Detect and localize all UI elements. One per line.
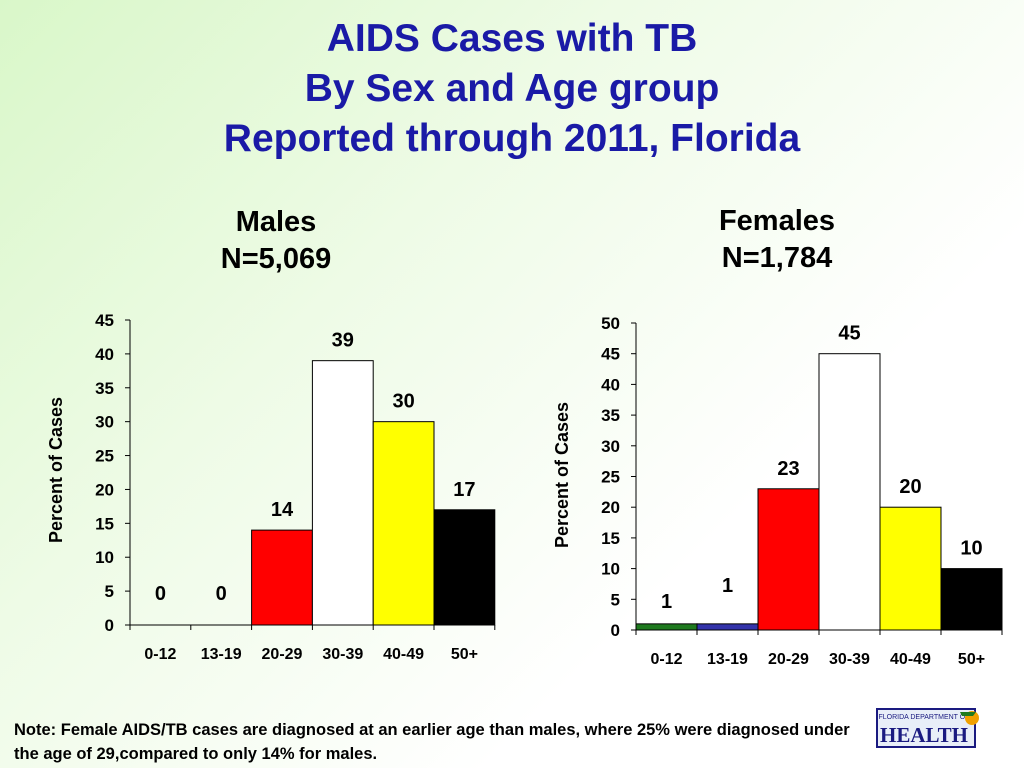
males-y-tick-label: 40 (95, 345, 114, 364)
females-bar-0-12 (635, 623, 698, 631)
males-y-tick-label: 5 (105, 582, 114, 601)
footnote: Note: Female AIDS/TB cases are diagnosed… (14, 721, 850, 763)
males-bar-50+ (433, 509, 496, 626)
females-y-tick-label: 20 (601, 498, 620, 517)
males-data-label: 30 (392, 391, 414, 413)
slide-title: AIDS Cases with TB By Sex and Age group … (0, 14, 1024, 164)
males-y-tick-label: 25 (95, 447, 114, 466)
females-bar-13-19 (696, 623, 759, 631)
females-data-label: 1 (661, 591, 672, 613)
females-data-label: 20 (899, 476, 921, 498)
males-x-tick-label: 20-29 (262, 646, 303, 663)
females-y-tick-label: 40 (601, 375, 620, 394)
females-chart-heading: Females N=1,784 (677, 203, 877, 277)
males-y-tick-label: 35 (95, 379, 114, 398)
females-y-tick-label: 15 (601, 529, 620, 548)
females-data-label: 23 (777, 458, 799, 480)
males-y-tick-label: 10 (95, 548, 114, 567)
females-data-label: 45 (838, 323, 860, 345)
logo-big-text: HEALTH (880, 723, 968, 747)
males-x-tick-label: 0-12 (144, 646, 176, 663)
females-x-tick-label: 20-29 (768, 651, 809, 668)
males-chart-subtitle: N=5,069 (220, 243, 332, 275)
title-line-3: Reported through 2011, Florida (223, 117, 801, 160)
females-bar-40-49 (879, 506, 942, 631)
females-x-tick-label: 40-49 (890, 651, 931, 668)
females-chart-title: Females (718, 205, 836, 237)
females-y-tick-label: 45 (601, 345, 620, 364)
males-bar-40-49 (372, 421, 435, 626)
males-x-tick-label: 40-49 (383, 646, 424, 663)
females-y-tick-label: 25 (601, 468, 620, 487)
females-bar-50+ (940, 568, 1003, 631)
males-chart-title: Males (235, 206, 317, 238)
males-bar-30-39 (311, 360, 374, 626)
females-y-tick-label: 5 (611, 590, 620, 609)
males-data-label: 0 (216, 583, 227, 605)
females-x-tick-label: 30-39 (829, 651, 870, 668)
males-data-label: 14 (271, 499, 294, 521)
males-data-label: 17 (453, 479, 475, 501)
males-y-axis-label: Percent of Cases (46, 397, 66, 543)
males-x-tick-label: 50+ (451, 646, 478, 663)
males-y-tick-label: 0 (105, 616, 114, 635)
females-x-tick-label: 0-12 (650, 651, 682, 668)
females-x-tick-label: 13-19 (707, 651, 748, 668)
females-data-label: 10 (960, 538, 982, 560)
females-x-tick-label: 50+ (958, 651, 985, 668)
males-y-tick-label: 45 (95, 311, 114, 330)
females-bar-20-29 (757, 488, 820, 631)
females-y-axis-label: Percent of Cases (552, 402, 572, 548)
females-y-tick-label: 35 (601, 406, 620, 425)
females-bar-30-39 (818, 353, 881, 631)
title-line-2: By Sex and Age group (304, 67, 720, 110)
males-y-tick-label: 15 (95, 514, 114, 533)
females-y-tick-label: 50 (601, 314, 620, 333)
females-y-tick-label: 10 (601, 560, 620, 579)
males-x-tick-label: 13-19 (201, 646, 242, 663)
males-data-label: 0 (155, 583, 166, 605)
females-y-tick-label: 30 (601, 437, 620, 456)
florida-health-logo: FLORIDA DEPARTMENT OF HEALTH (876, 708, 980, 748)
title-line-1: AIDS Cases with TB (326, 17, 698, 60)
females-data-label: 1 (722, 575, 733, 597)
females-y-tick-label: 0 (611, 621, 620, 640)
males-data-label: 39 (332, 330, 354, 352)
males-bar-20-29 (251, 529, 313, 626)
males-y-tick-label: 20 (95, 480, 114, 499)
males-y-tick-label: 30 (95, 413, 114, 432)
females-chart-subtitle: N=1,784 (721, 242, 833, 274)
logo-florida-icon (960, 712, 976, 716)
males-x-tick-label: 30-39 (322, 646, 363, 663)
males-chart-heading: Males N=5,069 (176, 204, 376, 278)
logo-small-text: FLORIDA DEPARTMENT OF (878, 714, 969, 721)
